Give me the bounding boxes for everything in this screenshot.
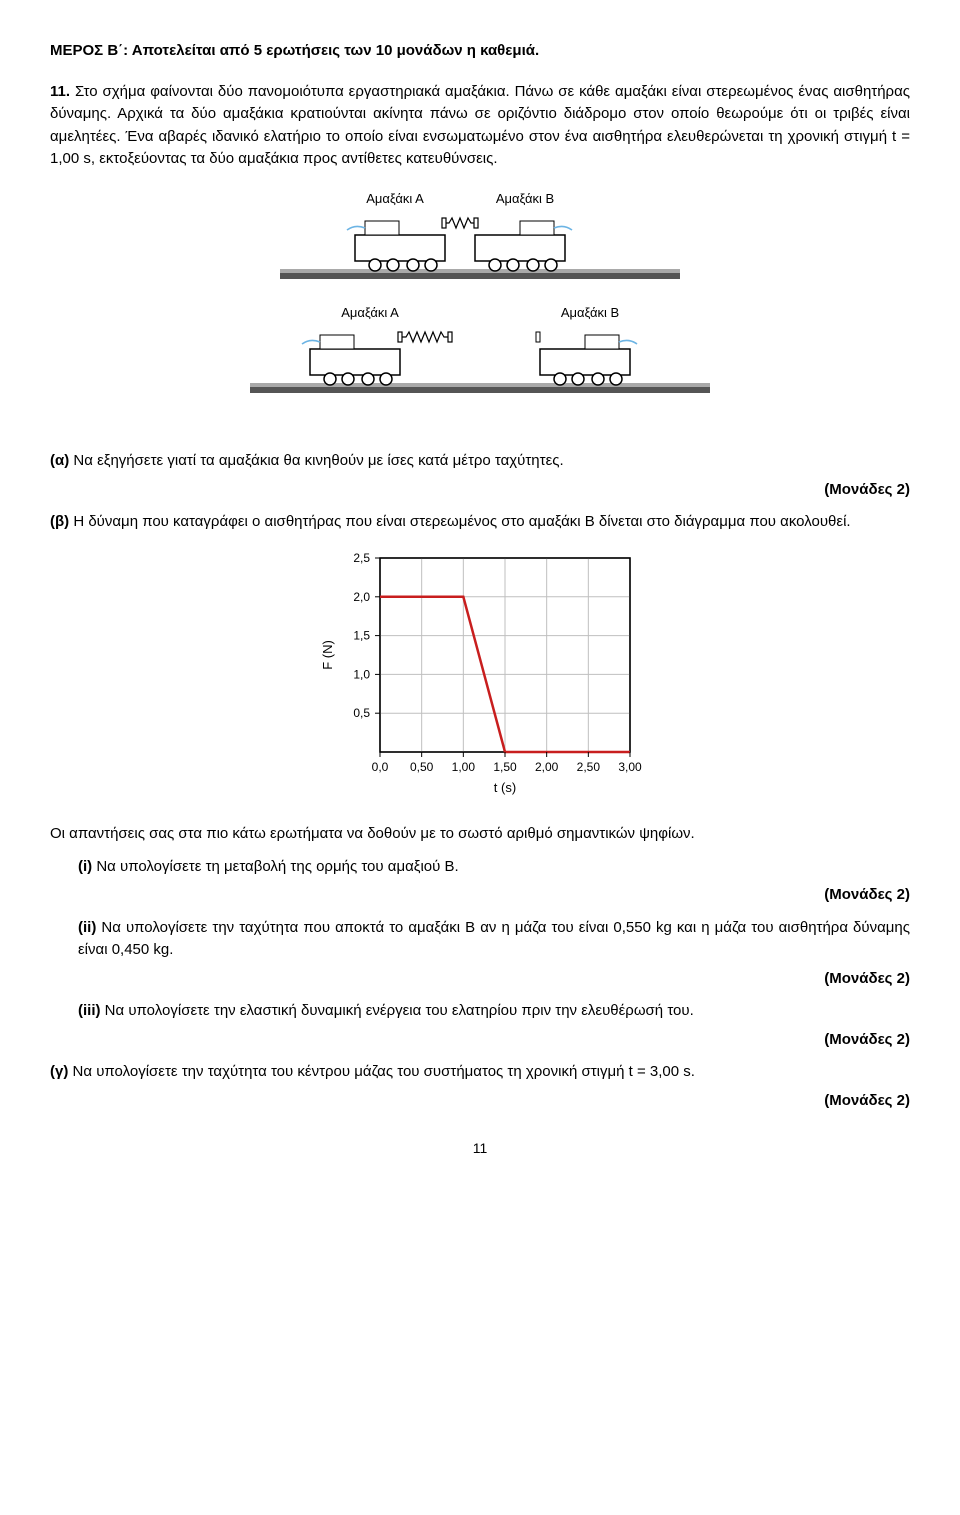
svg-text:2,50: 2,50 <box>577 760 601 774</box>
label-top-right: Αμαξάκι Β <box>496 191 554 206</box>
svg-text:1,0: 1,0 <box>353 667 370 681</box>
svg-text:1,50: 1,50 <box>493 760 517 774</box>
svg-text:0,5: 0,5 <box>353 706 370 720</box>
svg-text:2,00: 2,00 <box>535 760 559 774</box>
cart-b-top <box>475 221 572 271</box>
carts-diagram: Αμαξάκι Α Αμαξάκι Β Αμαξάκι Α Αμαξάκι Β <box>50 189 910 427</box>
sub-b-ii: (ii) Να υπολογίσετε την ταχύτητα που απο… <box>78 917 910 962</box>
page-number: 11 <box>50 1138 910 1159</box>
cart-a-bottom <box>302 335 400 385</box>
cart-a-top <box>347 221 445 271</box>
sub-b-after-chart: Οι απαντήσεις σας στα πιο κάτω ερωτήματα… <box>50 823 910 846</box>
sub-b-i-points: (Μονάδες 2) <box>50 884 910 907</box>
q11-text: Στο σχήμα φαίνονται δύο πανομοιότυπα εργ… <box>50 83 910 168</box>
sub-a-points: (Μονάδες 2) <box>50 479 910 502</box>
q11-number: 11. <box>50 83 70 100</box>
svg-text:t (s): t (s) <box>494 780 516 795</box>
track-bottom-base <box>250 387 710 393</box>
svg-text:0,50: 0,50 <box>410 760 434 774</box>
track-bottom-surface <box>250 383 710 387</box>
sub-c: (γ) Να υπολογίσετε την ταχύτητα του κέντ… <box>50 1061 910 1084</box>
sub-b-text: Η δύναμη που καταγράφει ο αισθητήρας που… <box>73 513 850 530</box>
force-chart: 0,0 0,50 1,00 1,50 2,00 2,50 3,00 0,5 1,0 1,5 2,0 2… <box>50 548 910 806</box>
sub-a-label: (α) <box>50 452 69 469</box>
track-top-base <box>280 273 680 279</box>
sub-b-i: (i) Να υπολογίσετε τη μεταβολή της ορμής… <box>78 856 910 879</box>
svg-text:1,5: 1,5 <box>353 628 370 642</box>
sub-b-label: (β) <box>50 513 69 530</box>
sub-a: (α) Να εξηγήσετε γιατί τα αμαξάκια θα κι… <box>50 450 910 473</box>
sub-b-iii-label: (iii) <box>78 1002 101 1019</box>
sub-b-ii-label: (ii) <box>78 919 96 936</box>
spring-bottom <box>398 332 452 342</box>
label-bottom-right: Αμαξάκι Β <box>561 305 619 320</box>
sub-b-i-label: (i) <box>78 858 92 875</box>
label-top-left: Αμαξάκι Α <box>366 191 424 206</box>
section-title: ΜΕΡΟΣ Β΄: Αποτελείται από 5 ερωτήσεις τω… <box>50 40 910 63</box>
sub-c-points: (Μονάδες 2) <box>50 1090 910 1113</box>
spring-top <box>442 218 478 228</box>
label-bottom-left: Αμαξάκι Α <box>341 305 399 320</box>
sub-b: (β) Η δύναμη που καταγράφει ο αισθητήρας… <box>50 511 910 534</box>
cart-b-bottom <box>536 332 637 385</box>
sub-b-iii-text: Να υπολογίσετε την ελαστική δυναμική ενέ… <box>105 1002 694 1019</box>
sub-a-text: Να εξηγήσετε γιατί τα αμαξάκια θα κινηθο… <box>73 452 563 469</box>
sub-c-text: Να υπολογίσετε την ταχύτητα του κέντρου … <box>73 1063 695 1080</box>
svg-text:2,5: 2,5 <box>353 551 370 565</box>
svg-text:1,00: 1,00 <box>452 760 476 774</box>
sub-b-ii-points: (Μονάδες 2) <box>50 968 910 991</box>
svg-text:2,0: 2,0 <box>353 589 370 603</box>
svg-text:0,0: 0,0 <box>372 760 389 774</box>
sub-b-ii-text: Να υπολογίσετε την ταχύτητα που αποκτά τ… <box>78 919 910 959</box>
track-top-surface <box>280 269 680 273</box>
sub-b-iii-points: (Μονάδες 2) <box>50 1029 910 1052</box>
sub-b-iii: (iii) Να υπολογίσετε την ελαστική δυναμι… <box>78 1000 910 1023</box>
svg-text:3,00: 3,00 <box>618 760 642 774</box>
question-11-body: 11. Στο σχήμα φαίνονται δύο πανομοιότυπα… <box>50 81 910 171</box>
sub-c-label: (γ) <box>50 1063 68 1080</box>
svg-text:F (N): F (N) <box>320 640 335 670</box>
sub-b-i-text: Να υπολογίσετε τη μεταβολή της ορμής του… <box>96 858 458 875</box>
